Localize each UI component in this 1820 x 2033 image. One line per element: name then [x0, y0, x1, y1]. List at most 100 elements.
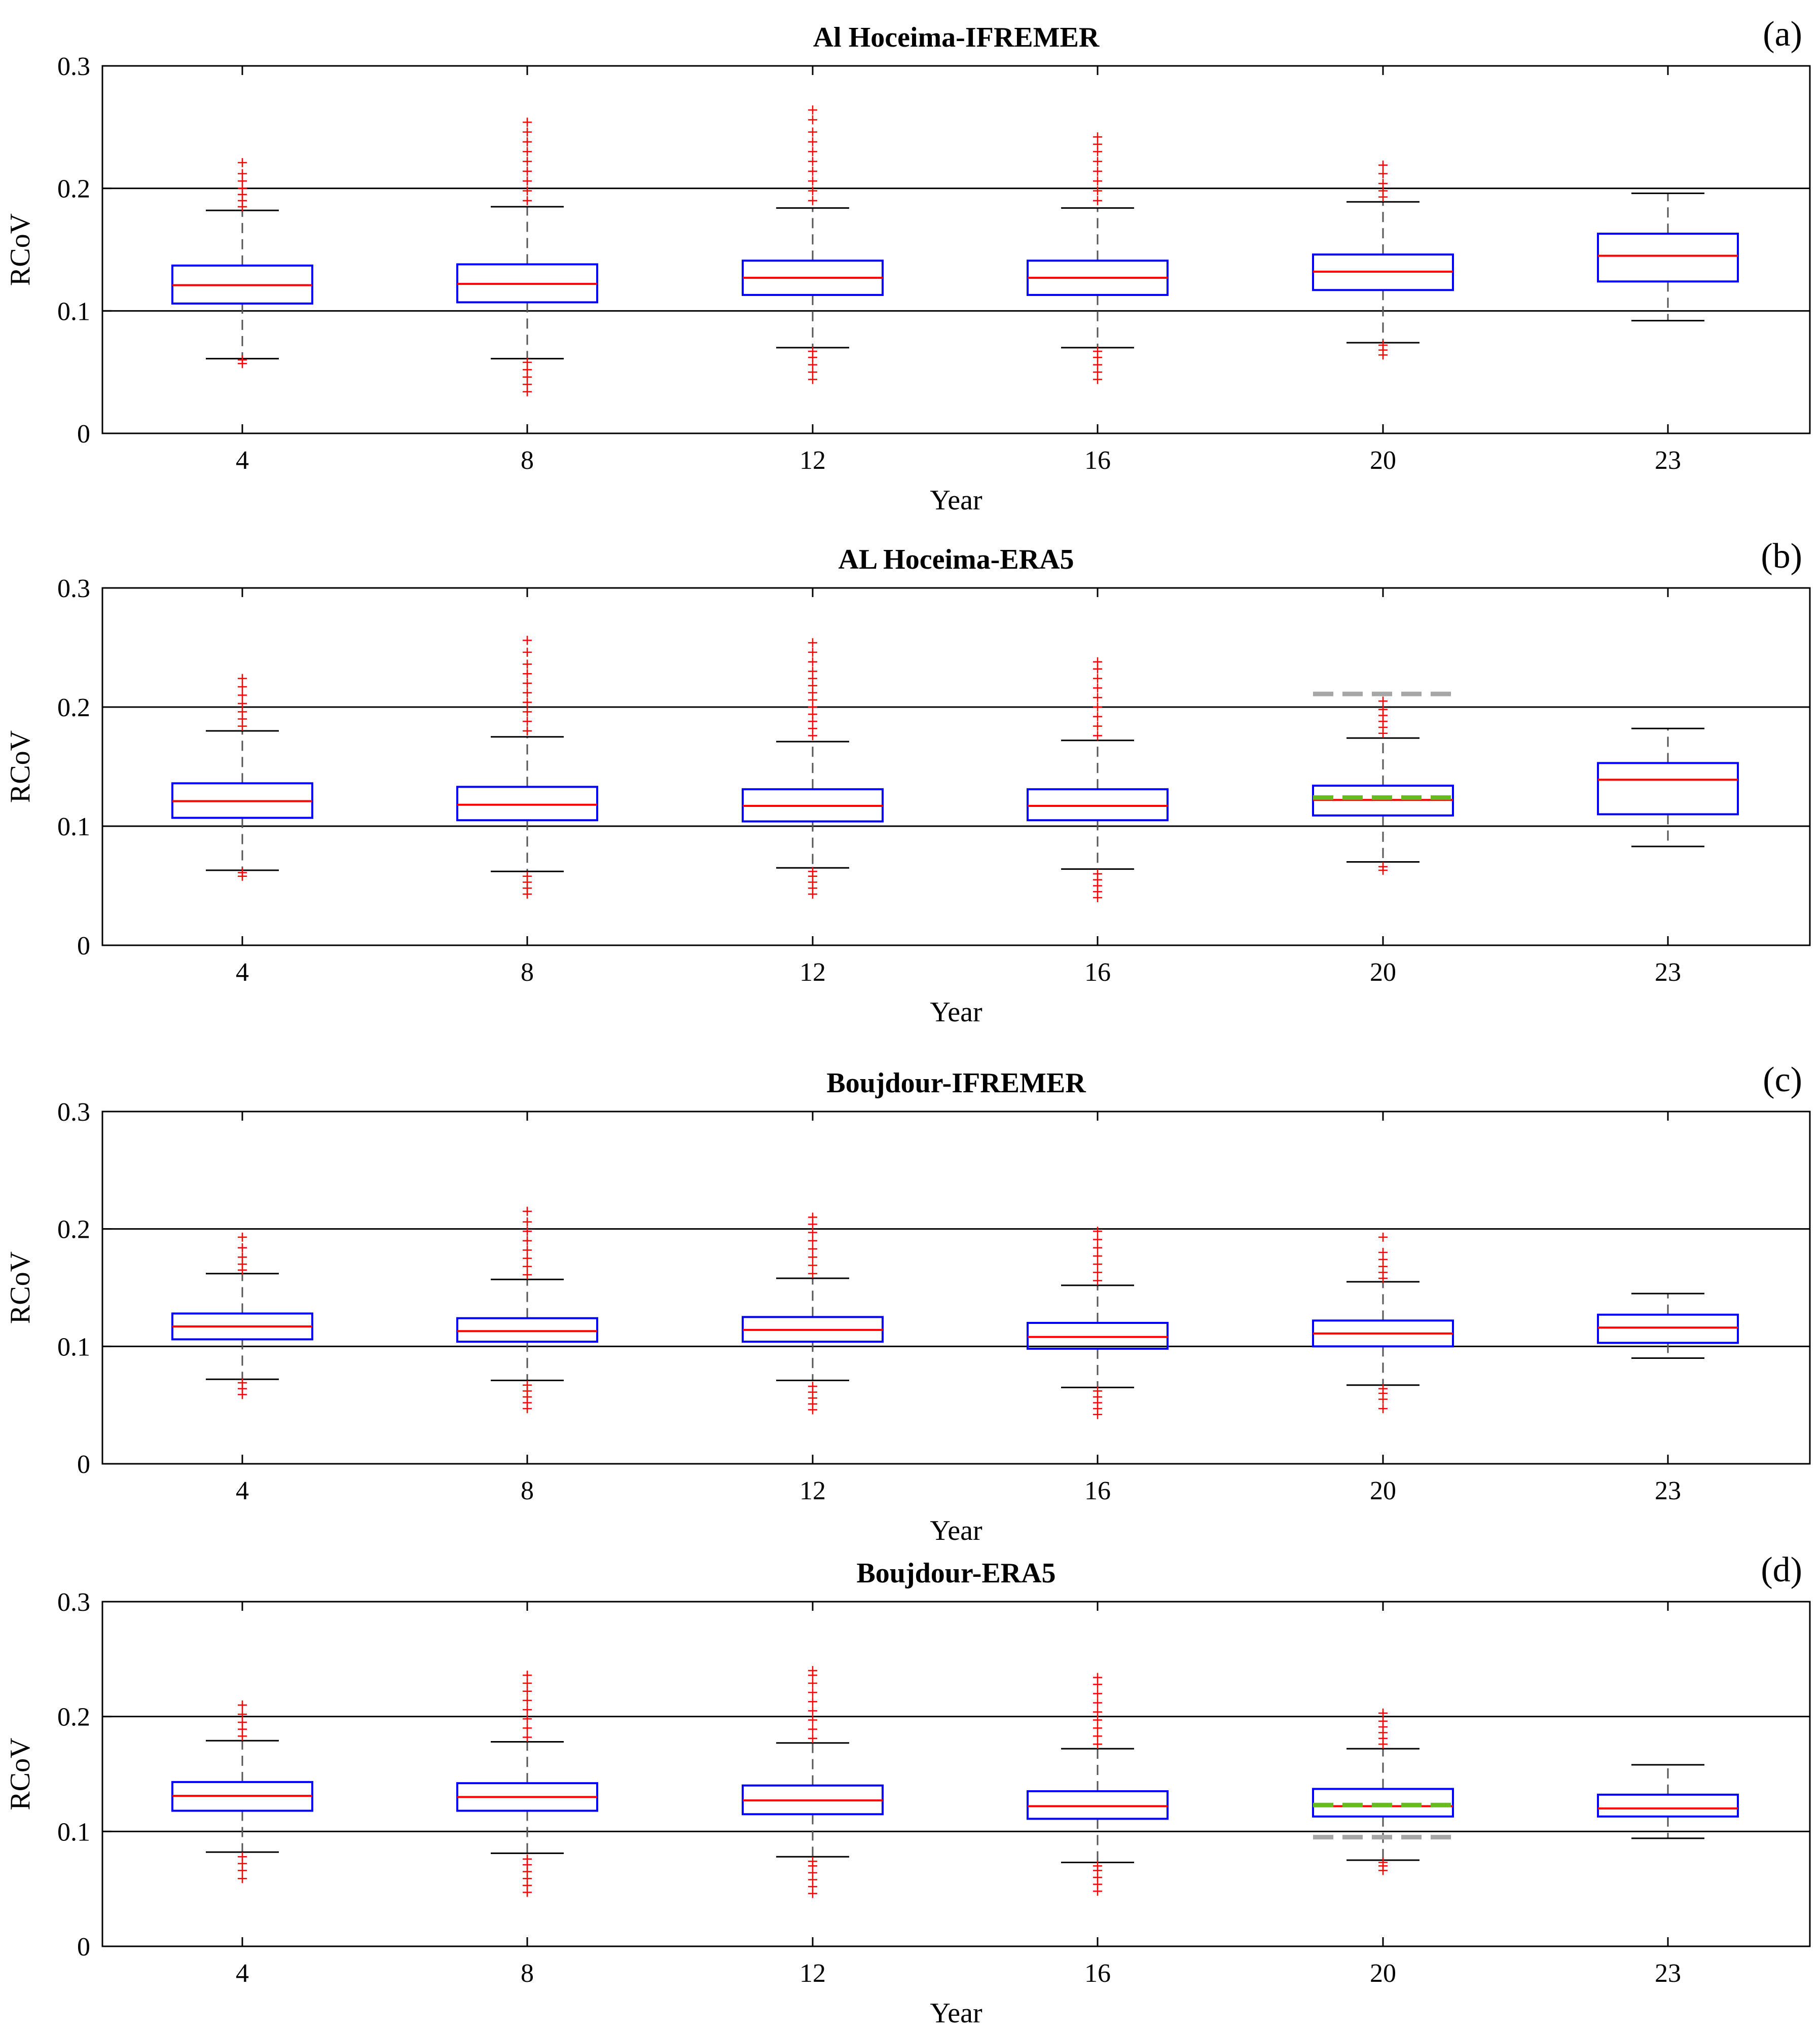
outlier-marker — [1378, 1384, 1388, 1393]
x-tick-label: 4 — [236, 1476, 249, 1505]
y-tick-label: 0.3 — [57, 1098, 90, 1127]
outlier-marker — [1093, 1673, 1102, 1682]
outlier-marker — [523, 1253, 532, 1263]
x-tick-label: 8 — [521, 446, 534, 475]
x-tick-label: 4 — [236, 446, 249, 475]
outlier-marker — [523, 1723, 532, 1733]
plot-frame — [101, 1111, 1811, 1465]
y-axis-label: RCoV — [5, 1251, 36, 1324]
outlier-marker — [808, 127, 817, 137]
outlier-marker — [238, 1710, 247, 1719]
outlier-marker — [238, 707, 247, 717]
box — [1597, 233, 1739, 283]
box — [1312, 1788, 1454, 1818]
outlier-marker — [808, 157, 817, 166]
outlier-marker — [523, 157, 532, 166]
outlier-marker — [808, 1261, 817, 1270]
x-tick-label: 12 — [799, 958, 826, 987]
outlier-marker — [808, 137, 817, 146]
outlier-marker — [808, 638, 817, 648]
x-tick-label: 12 — [799, 446, 826, 475]
outlier-marker — [808, 166, 817, 176]
outlier-marker — [1378, 1232, 1388, 1242]
x-tick-label: 4 — [236, 1959, 249, 1988]
x-tick-label: 8 — [521, 1476, 534, 1505]
outlier-marker — [523, 726, 532, 735]
outlier-marker — [1093, 347, 1102, 356]
outlier-marker — [1093, 132, 1102, 142]
x-axis-label: Year — [930, 1515, 982, 1546]
box — [1597, 762, 1739, 816]
outlier-marker — [523, 127, 532, 137]
box — [1597, 1793, 1739, 1818]
box — [1027, 1322, 1169, 1350]
outlier-marker — [523, 707, 532, 717]
outlier-marker — [1093, 1689, 1102, 1698]
outlier-marker — [1093, 1723, 1102, 1733]
outlier-marker — [1378, 1404, 1388, 1414]
y-tick-label: 0 — [77, 1933, 90, 1962]
outlier-marker — [808, 105, 817, 115]
outlier-marker — [238, 1718, 247, 1727]
y-tick-label: 0 — [77, 932, 90, 960]
outlier-marker — [523, 1854, 532, 1864]
x-tick-label: 16 — [1084, 1959, 1111, 1988]
x-tick-label: 12 — [799, 1476, 826, 1505]
outlier-marker — [523, 871, 532, 881]
x-tick-label: 16 — [1084, 1476, 1111, 1505]
box — [1027, 1790, 1169, 1820]
outlier-marker — [1378, 1716, 1388, 1726]
x-axis-label: Year — [930, 485, 982, 516]
outlier-marker — [523, 1270, 532, 1280]
outlier-marker — [808, 196, 817, 205]
x-tick-label: 16 — [1084, 446, 1111, 475]
outlier-marker — [523, 1262, 532, 1271]
outlier-marker — [808, 1382, 817, 1391]
outlier-marker — [1093, 1861, 1102, 1871]
outlier-marker — [808, 115, 817, 125]
x-tick-label: 23 — [1655, 446, 1681, 475]
y-tick-label: 0.2 — [57, 175, 90, 204]
x-tick-label: 4 — [236, 958, 249, 987]
outlier-marker — [1093, 869, 1102, 878]
outlier-marker — [1093, 731, 1102, 741]
y-tick-label: 0.3 — [57, 1588, 90, 1617]
outlier-marker — [1093, 657, 1102, 667]
x-tick-label: 23 — [1655, 958, 1681, 987]
outlier-marker — [523, 176, 532, 186]
outlier-marker — [523, 1236, 532, 1245]
outlier-marker — [808, 1252, 817, 1262]
y-tick-label: 0.1 — [57, 297, 90, 326]
outlier-marker — [808, 1688, 817, 1697]
outlier-marker — [808, 1228, 817, 1237]
y-tick-label: 0.3 — [57, 574, 90, 603]
box — [1027, 788, 1169, 822]
outlier-marker — [523, 1206, 532, 1216]
outlier-marker — [1093, 1268, 1102, 1277]
box — [1597, 1313, 1739, 1344]
outlier-marker — [523, 1678, 532, 1688]
outlier-marker — [238, 1252, 247, 1262]
outlier-marker — [238, 682, 247, 692]
outlier-marker — [238, 158, 247, 167]
outlier-marker — [238, 868, 247, 877]
outlier-marker — [808, 867, 817, 876]
outlier-marker — [523, 659, 532, 669]
outlier-marker — [1093, 1698, 1102, 1708]
outlier-marker — [523, 1732, 532, 1742]
outlier-marker — [523, 147, 532, 157]
outlier-marker — [1378, 169, 1388, 178]
y-axis-label: RCoV — [5, 730, 36, 803]
outlier-marker — [1093, 693, 1102, 703]
outlier-marker — [523, 166, 532, 176]
outlier-marker — [1093, 1260, 1102, 1269]
outlier-marker — [1093, 1715, 1102, 1725]
outlier-marker — [238, 1852, 247, 1862]
x-tick-label: 20 — [1370, 446, 1396, 475]
outlier-marker — [808, 667, 817, 676]
outlier-marker — [1378, 696, 1388, 706]
outlier-marker — [523, 118, 532, 127]
chart-title: AL Hoceima-ERA5 — [838, 544, 1074, 575]
outlier-marker — [1378, 160, 1388, 170]
outlier-marker — [1093, 1276, 1102, 1285]
